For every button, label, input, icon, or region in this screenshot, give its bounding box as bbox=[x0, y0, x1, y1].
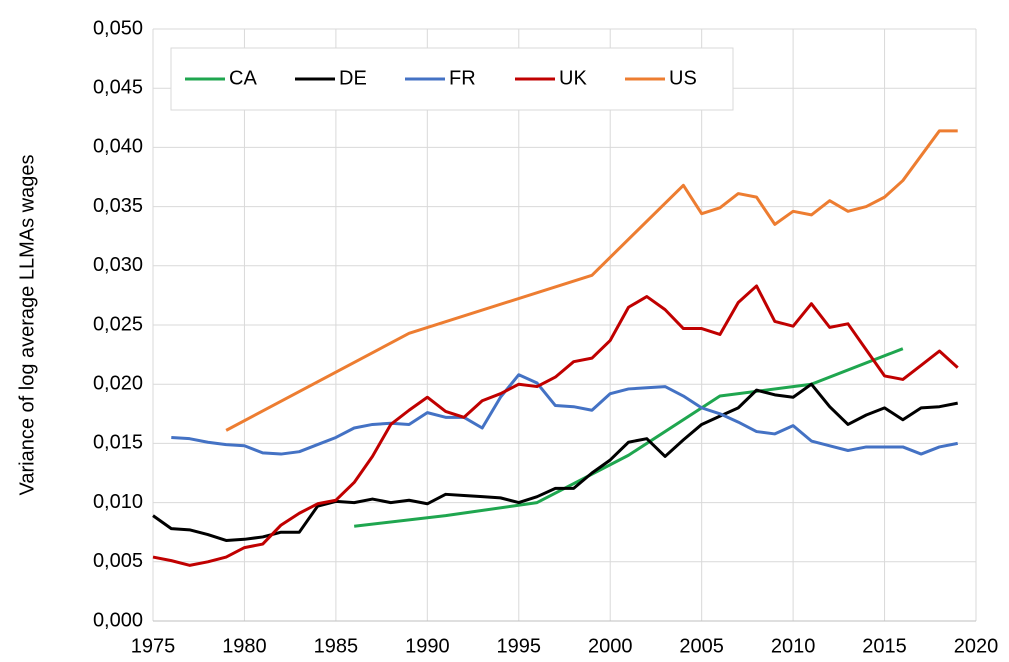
x-tick-label: 2000 bbox=[588, 635, 633, 657]
series-line bbox=[152, 284, 959, 567]
x-tick-label: 1995 bbox=[497, 635, 542, 657]
y-tick-label: 0,000 bbox=[93, 609, 143, 631]
x-tick-label: 2005 bbox=[679, 635, 724, 657]
legend: CA DE FR UK US bbox=[170, 47, 734, 111]
y-tick-label: 0,005 bbox=[93, 550, 143, 572]
y-axis-label: Variance of log average LLMAs wages bbox=[16, 155, 38, 496]
x-tick-label: 2015 bbox=[862, 635, 907, 657]
x-tick-label: 2020 bbox=[954, 635, 999, 657]
x-tick-label: 1975 bbox=[131, 635, 176, 657]
x-tick-label: 2010 bbox=[771, 635, 816, 657]
series-line bbox=[225, 129, 958, 432]
y-tick-label: 0,010 bbox=[93, 491, 143, 513]
x-tick-label: 1980 bbox=[222, 635, 267, 657]
x-tick-label: 1985 bbox=[314, 635, 359, 657]
series-line bbox=[152, 382, 958, 542]
y-tick-label: 0,020 bbox=[93, 372, 143, 394]
y-tick-label: 0,045 bbox=[93, 76, 143, 98]
legend-label: US bbox=[669, 67, 697, 89]
y-tick-label: 0,015 bbox=[93, 432, 143, 454]
y-tick-label: 0,030 bbox=[93, 254, 143, 276]
series-line bbox=[171, 373, 958, 456]
y-tick-label: 0,050 bbox=[93, 17, 143, 39]
legend-label: DE bbox=[339, 67, 367, 89]
y-tick-label: 0,035 bbox=[93, 195, 143, 217]
legend-label: CA bbox=[229, 67, 257, 89]
y-tick-label: 0,025 bbox=[93, 313, 143, 335]
y-tick-label: 0,040 bbox=[93, 136, 143, 158]
legend-label: UK bbox=[559, 67, 587, 89]
x-tick-label: 1990 bbox=[405, 635, 450, 657]
legend-label: FR bbox=[449, 67, 476, 89]
